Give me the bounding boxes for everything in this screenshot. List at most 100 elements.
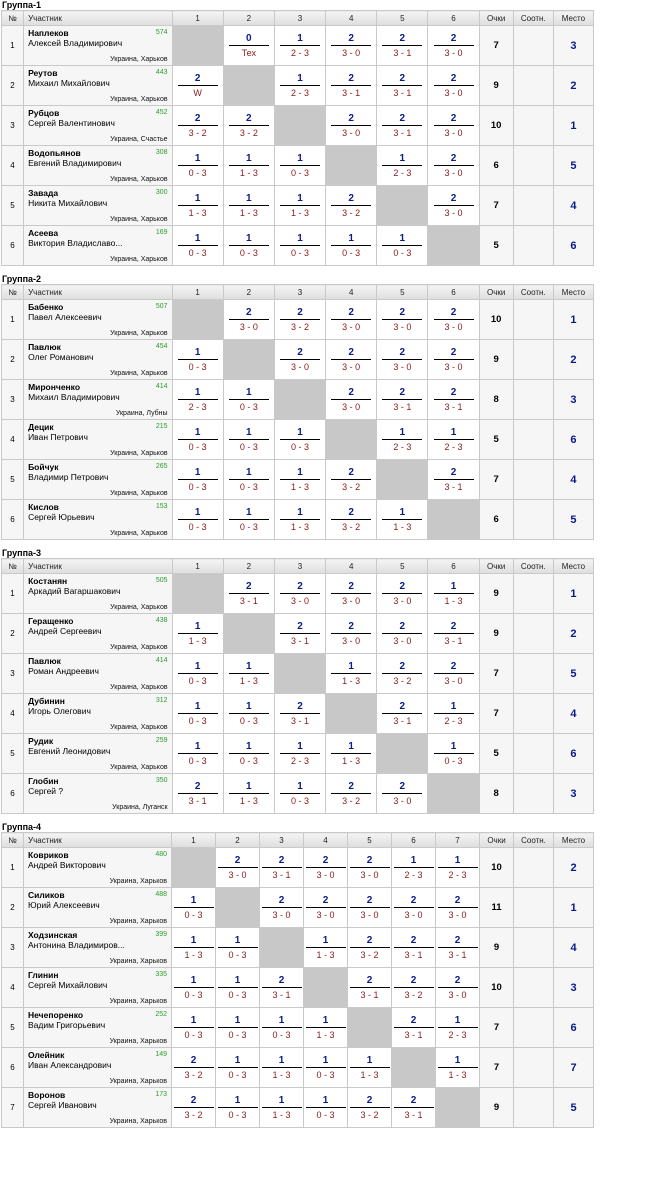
- match-cell[interactable]: 1 0 - 3: [171, 733, 224, 774]
- match-cell[interactable]: 2 3 - 0: [222, 299, 275, 340]
- player-cell[interactable]: Бойчук Владимир Петрович 265 Украина, Харьк…: [23, 459, 173, 500]
- player-surname[interactable]: Ковриков: [28, 850, 69, 860]
- match-cell[interactable]: 2 3 - 1: [391, 1007, 436, 1048]
- match-cell[interactable]: 1 0 - 3: [222, 499, 275, 540]
- player-surname[interactable]: Рудик: [28, 736, 54, 746]
- match-cell[interactable]: 1 1 - 3: [273, 185, 327, 226]
- player-surname[interactable]: Ходзинская: [28, 930, 78, 940]
- player-surname[interactable]: Геращенко: [28, 616, 74, 626]
- match-cell[interactable]: 1 1 - 3: [273, 499, 327, 540]
- player-surname[interactable]: Водопьянов: [28, 148, 81, 158]
- match-cell[interactable]: 1 0 - 3: [171, 225, 224, 266]
- match-cell[interactable]: 2 3 - 2: [171, 1047, 216, 1088]
- match-cell[interactable]: 2 3 - 0: [325, 25, 378, 66]
- match-cell[interactable]: 2 3 - 0: [376, 613, 429, 654]
- match-cell[interactable]: 2 3 - 0: [435, 967, 480, 1008]
- match-cell[interactable]: 2 3 - 0: [427, 185, 480, 226]
- match-cell[interactable]: 2 3 - 2: [273, 299, 327, 340]
- match-cell[interactable]: 2 3 - 0: [273, 339, 327, 380]
- player-cell[interactable]: Дубинин Игорь Олегович 312 Украина, Харьков: [23, 693, 173, 734]
- match-cell[interactable]: 1 1 - 3: [273, 459, 327, 500]
- match-cell[interactable]: 2 3 - 0: [303, 847, 348, 888]
- match-cell[interactable]: 2 3 - 1: [435, 927, 480, 968]
- player-surname[interactable]: Силиков: [28, 890, 65, 900]
- match-cell[interactable]: 2 3 - 0: [325, 613, 378, 654]
- player-surname[interactable]: Павлюк: [28, 342, 61, 352]
- player-surname[interactable]: Дубинин: [28, 696, 65, 706]
- match-cell[interactable]: 1 0 - 3: [171, 459, 224, 500]
- match-cell[interactable]: 1 1 - 3: [222, 773, 275, 814]
- match-cell[interactable]: 1 1 - 3: [222, 185, 275, 226]
- match-cell[interactable]: 2 3 - 0: [427, 145, 480, 186]
- match-cell[interactable]: 2 3 - 0: [376, 773, 429, 814]
- match-cell[interactable]: 1 2 - 3: [273, 25, 327, 66]
- player-cell[interactable]: Рубцов Сергей Валентинович 452 Украина, Сча…: [23, 105, 173, 146]
- match-cell[interactable]: 1 2 - 3: [171, 379, 224, 420]
- player-cell[interactable]: Силиков Юрий Алексеевич 488 Украина, Харько…: [23, 887, 172, 928]
- match-cell[interactable]: 2 3 - 1: [347, 967, 392, 1008]
- match-cell[interactable]: 1 0 - 3: [259, 1007, 304, 1048]
- player-cell[interactable]: Асеева Виктория Владиславо... 169 Украина, …: [23, 225, 173, 266]
- match-cell[interactable]: 1 0 - 3: [222, 459, 275, 500]
- player-cell[interactable]: Воронов Сергей Иванович 173 Украина, Харько…: [23, 1087, 172, 1128]
- match-cell[interactable]: 2 3 - 0: [347, 847, 392, 888]
- player-surname[interactable]: Воронов: [28, 1090, 66, 1100]
- match-cell[interactable]: 1 0 - 3: [171, 653, 224, 694]
- player-cell[interactable]: Ходзинская Антонина Владимиров... 399 Украи…: [23, 927, 172, 968]
- player-surname[interactable]: Кислов: [28, 502, 59, 512]
- match-cell[interactable]: 2 3 - 1: [391, 1087, 436, 1128]
- match-cell[interactable]: 2 3 - 2: [325, 459, 378, 500]
- player-surname[interactable]: Рубцов: [28, 108, 60, 118]
- match-cell[interactable]: 1 1 - 3: [171, 185, 224, 226]
- match-cell[interactable]: 1 0 - 3: [171, 967, 216, 1008]
- player-cell[interactable]: Реутов Михаил Михайлович 443 Украина, Харьк…: [23, 65, 173, 106]
- match-cell[interactable]: 1 0 - 3: [376, 225, 429, 266]
- match-cell[interactable]: 1 0 - 3: [171, 145, 224, 186]
- match-cell[interactable]: 1 0 - 3: [215, 967, 260, 1008]
- match-cell[interactable]: 2 3 - 0: [435, 887, 480, 928]
- match-cell[interactable]: 1 0 - 3: [222, 379, 275, 420]
- match-cell[interactable]: 2 3 - 0: [427, 339, 480, 380]
- match-cell[interactable]: 1 0 - 3: [215, 1007, 260, 1048]
- match-cell[interactable]: 2 3 - 2: [171, 1087, 216, 1128]
- match-cell[interactable]: 1 0 - 3: [171, 339, 224, 380]
- player-surname[interactable]: Костанян: [28, 576, 68, 586]
- match-cell[interactable]: 1 0 - 3: [171, 887, 216, 928]
- match-cell[interactable]: 2 3 - 0: [325, 379, 378, 420]
- match-cell[interactable]: 1 1 - 3: [303, 1007, 348, 1048]
- match-cell[interactable]: 2 3 - 0: [376, 299, 429, 340]
- match-cell[interactable]: 2 3 - 1: [222, 573, 275, 614]
- match-cell[interactable]: 1 1 - 3: [427, 573, 480, 614]
- match-cell[interactable]: 2 3 - 0: [325, 105, 378, 146]
- match-cell[interactable]: 1 0 - 3: [215, 1087, 260, 1128]
- player-surname[interactable]: Бойчук: [28, 462, 59, 472]
- match-cell[interactable]: 1 1 - 3: [171, 927, 216, 968]
- match-cell[interactable]: 1 0 - 3: [171, 419, 224, 460]
- match-cell[interactable]: 2 3 - 1: [325, 65, 378, 106]
- player-cell[interactable]: Миронченко Михаил Владимирович 414 Украина,…: [23, 379, 173, 420]
- match-cell[interactable]: 1 0 - 3: [222, 733, 275, 774]
- match-cell[interactable]: 2 3 - 1: [427, 613, 480, 654]
- match-cell[interactable]: 2 3 - 0: [259, 887, 304, 928]
- match-cell[interactable]: 1 2 - 3: [273, 733, 327, 774]
- match-cell[interactable]: 1 1 - 3: [171, 613, 224, 654]
- player-cell[interactable]: Глобин Сергей ? 350 Украина, Луганск: [23, 773, 173, 814]
- player-cell[interactable]: Геращенко Андрей Сергеевич 438 Украина, Хар…: [23, 613, 173, 654]
- match-cell[interactable]: 2 3 - 0: [325, 299, 378, 340]
- match-cell[interactable]: 2 3 - 1: [259, 967, 304, 1008]
- match-cell[interactable]: 2 3 - 1: [273, 693, 327, 734]
- match-cell[interactable]: 1 2 - 3: [435, 1007, 480, 1048]
- match-cell[interactable]: 1 2 - 3: [376, 419, 429, 460]
- match-cell[interactable]: 1 0 - 3: [171, 693, 224, 734]
- match-cell[interactable]: 2 3 - 1: [376, 65, 429, 106]
- match-cell[interactable]: 2 3 - 2: [222, 105, 275, 146]
- match-cell[interactable]: 1 0 - 3: [171, 1007, 216, 1048]
- player-cell[interactable]: Наплеков Алексей Владимирович 574 Украина, …: [23, 25, 173, 66]
- match-cell[interactable]: 2 3 - 1: [376, 105, 429, 146]
- match-cell[interactable]: 2 3 - 1: [427, 459, 480, 500]
- match-cell[interactable]: 1 0 - 3: [427, 733, 480, 774]
- player-cell[interactable]: Ковриков Андрей Викторович 480 Украина, Хар…: [23, 847, 172, 888]
- match-cell[interactable]: 2 3 - 0: [215, 847, 260, 888]
- match-cell[interactable]: 2 3 - 2: [347, 1087, 392, 1128]
- player-surname[interactable]: Наплеков: [28, 28, 69, 38]
